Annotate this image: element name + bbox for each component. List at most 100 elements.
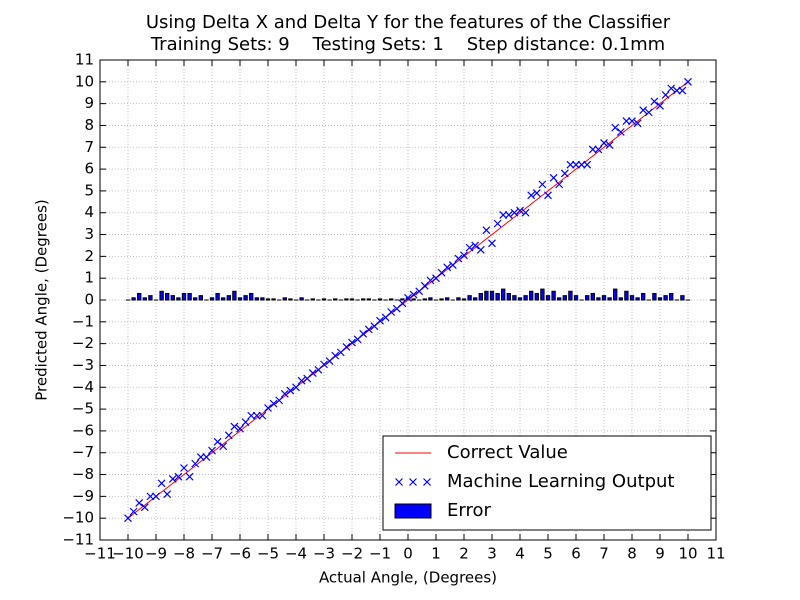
output-point: [376, 316, 384, 325]
output-point: [678, 86, 687, 95]
error-bar: [467, 295, 472, 301]
output-point: [292, 383, 300, 392]
error-bar: [473, 297, 478, 301]
error-bar: [663, 295, 668, 301]
error-bar: [411, 298, 416, 301]
y-axis-label: Predicted Angle, (Degrees): [33, 199, 51, 401]
output-point: [504, 210, 513, 219]
output-point: [555, 180, 564, 189]
output-point: [364, 325, 373, 334]
error-bar: [142, 297, 147, 301]
output-point: [140, 503, 149, 512]
output-point: [672, 86, 681, 95]
error-bar: [366, 298, 371, 301]
output-point: [196, 453, 205, 462]
output-point: [342, 342, 351, 351]
output-point: [135, 498, 144, 507]
error-bar: [585, 295, 590, 301]
output-point: [476, 245, 485, 254]
output-point: [684, 77, 692, 86]
output-point: [482, 226, 491, 235]
x-tick-label: 9: [655, 545, 665, 563]
output-point: [499, 210, 508, 219]
x-tick-label: −5: [257, 545, 279, 563]
error-bar: [512, 295, 517, 301]
output-point: [409, 290, 418, 299]
output-point: [208, 446, 216, 455]
output-point: [387, 308, 396, 316]
error-bar: [232, 290, 237, 301]
error-bar: [568, 290, 573, 301]
error-bar: [159, 290, 164, 301]
error-bar: [377, 298, 383, 301]
output-point: [628, 117, 636, 126]
error-bar: [131, 297, 136, 301]
output-point: [404, 293, 412, 302]
error-bar: [422, 298, 427, 301]
y-tick-label: −11: [62, 531, 94, 549]
error-bar: [260, 297, 265, 301]
error-bar: [389, 298, 394, 301]
legend-marker: [423, 478, 431, 486]
x-tick-label: 8: [627, 545, 637, 563]
y-tick-label: 11: [75, 51, 94, 69]
x-tick-label: 2: [459, 545, 469, 563]
error-bar: [551, 290, 556, 301]
y-tick-label: −3: [72, 356, 94, 374]
output-point: [616, 128, 625, 136]
y-tick-label: −4: [72, 378, 94, 396]
output-point: [516, 206, 524, 215]
error-bar: [590, 292, 595, 301]
error-bar: [400, 298, 405, 301]
y-tick-label: 6: [84, 160, 94, 178]
chart-subtitle: Training Sets: 9 Testing Sets: 1 Step di…: [150, 34, 665, 55]
x-tick-label: 4: [515, 545, 525, 563]
error-bar: [478, 292, 483, 301]
error-bar: [629, 295, 635, 301]
output-point: [560, 169, 569, 178]
error-bar: [495, 292, 500, 301]
error-bar: [545, 295, 551, 301]
output-point: [174, 472, 183, 481]
output-point: [600, 138, 608, 147]
output-point: [252, 411, 261, 420]
output-point: [269, 399, 278, 408]
error-bar: [321, 298, 327, 301]
y-tick-label: 0: [84, 291, 94, 309]
error-bar: [243, 295, 248, 301]
output-point: [661, 90, 670, 99]
error-bar: [299, 297, 304, 301]
output-point: [185, 472, 194, 481]
output-point: [219, 442, 228, 451]
error-bar: [170, 295, 175, 301]
error-bar: [624, 290, 629, 301]
legend-box: [382, 435, 712, 531]
y-tick-label: −1: [72, 312, 94, 330]
y-tick-label: 7: [84, 138, 94, 156]
error-bar: [148, 295, 153, 301]
error-bar: [517, 297, 523, 301]
y-tick-label: −10: [62, 509, 94, 527]
output-point: [656, 101, 664, 110]
x-tick-label: −6: [229, 545, 251, 563]
error-bar: [652, 292, 657, 301]
x-tick-label: −7: [201, 545, 223, 563]
x-tick-label: 11: [706, 545, 725, 563]
output-point: [443, 263, 452, 272]
output-point: [241, 418, 250, 427]
output-point: [583, 160, 592, 169]
y-tick-label: −9: [72, 487, 94, 505]
error-bar: [484, 290, 489, 301]
error-bar: [657, 297, 663, 301]
output-point: [493, 219, 502, 228]
output-point: [320, 360, 328, 369]
output-point: [359, 329, 368, 338]
error-bar: [226, 295, 231, 301]
output-point: [348, 338, 356, 347]
error-bar: [523, 295, 528, 301]
error-bar: [506, 292, 511, 301]
error-bar: [540, 288, 545, 301]
error-bar: [198, 295, 203, 301]
error-bar: [221, 297, 226, 301]
